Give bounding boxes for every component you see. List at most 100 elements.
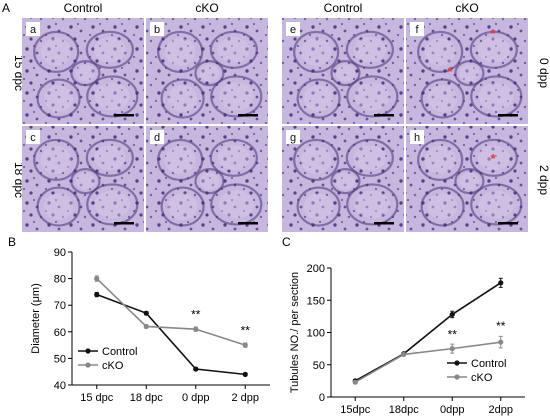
tubule-outline: [85, 30, 134, 69]
micrograph-b: b: [146, 18, 268, 124]
data-point: [401, 351, 407, 358]
tubule-lumen: [300, 145, 332, 174]
tubule-outline: [86, 75, 139, 118]
series-line-Control: [96, 293, 246, 376]
tubule-outline: [346, 183, 399, 226]
tubule-lumen: [303, 193, 334, 220]
tubule-outline: [420, 186, 465, 227]
tubule-outline: [346, 75, 399, 118]
letter-box: [26, 130, 40, 144]
tile-letter: d: [154, 132, 160, 144]
data-point: [94, 276, 100, 282]
tubule-outline: [454, 60, 485, 87]
tubule-outline: [330, 60, 361, 87]
panel-a-letter: A: [2, 1, 10, 15]
tile-letter: h: [414, 132, 420, 144]
tubule-outline: [454, 168, 485, 195]
y-tick-label: 100: [307, 328, 325, 340]
letter-box: [150, 130, 164, 144]
tubule-outline: [157, 138, 204, 182]
legend-marker: [454, 374, 460, 380]
data-point: [94, 291, 100, 298]
letter-box: [286, 130, 300, 144]
tubule-lumen: [40, 37, 72, 66]
tubule-lumen: [335, 64, 356, 82]
tubule-outline: [417, 138, 464, 182]
tubule-lumen: [424, 37, 456, 66]
legend-marker: [454, 360, 460, 366]
y-tick-label: 90: [54, 247, 66, 259]
tile-letter: a: [30, 24, 37, 36]
tubule-outline: [209, 138, 258, 177]
micrograph-d: d: [146, 126, 268, 232]
micrograph-h: h*: [406, 126, 528, 232]
tubule-lumen: [427, 85, 458, 112]
col-header-4: cKO: [455, 1, 478, 15]
tile-letter: b: [154, 24, 160, 36]
tubule-lumen: [335, 172, 356, 190]
y-tick-label: 60: [54, 327, 66, 339]
tubule-outline: [194, 60, 225, 87]
x-tick-label: 18dpc: [389, 404, 419, 416]
tubule-lumen: [75, 172, 96, 190]
tubule-outline: [160, 186, 205, 227]
panel-b-letter: B: [8, 235, 16, 249]
legend-label: cKO: [471, 372, 493, 384]
series-line-cKO: [354, 341, 501, 383]
tubule-lumen: [353, 37, 386, 63]
y-tick-label: 70: [54, 300, 66, 312]
tubule-outline: [194, 168, 225, 195]
tubule-lumen: [167, 85, 198, 112]
tubule-lumen: [164, 145, 196, 174]
micrograph-g: g: [282, 126, 404, 232]
tubule-lumen: [459, 172, 480, 190]
tubule-lumen: [199, 172, 220, 190]
letter-box: [150, 22, 164, 36]
tubule-lumen: [199, 64, 220, 82]
micrograph-grid: a b e f **c d g h*: [22, 18, 528, 232]
y-axis-label: Diameter (μm): [30, 283, 42, 354]
tubule-lumen: [354, 82, 390, 111]
tubule-outline: [85, 138, 134, 177]
data-point: [242, 342, 248, 348]
x-tick-label: 15 dpc: [80, 392, 114, 404]
tubule-lumen: [43, 193, 74, 220]
scale-bar: [498, 222, 518, 225]
tubule-outline: [36, 78, 81, 119]
tubule-outline: [210, 183, 263, 226]
tubule-lumen: [75, 64, 96, 82]
tubule-outline: [33, 138, 80, 182]
tubule-outline: [420, 78, 465, 119]
data-point: [449, 311, 455, 318]
tile-letter: e: [290, 24, 296, 36]
col-headers: Control cKO Control cKO: [64, 1, 479, 15]
tubule-outline: [469, 138, 518, 177]
tubule-outline: [470, 183, 523, 226]
significance-label: **: [241, 323, 251, 337]
scale-bar: [498, 114, 518, 117]
tubule-outline: [470, 75, 523, 118]
tubule-outline: [469, 30, 518, 69]
red-star: *: [447, 64, 453, 79]
series-line-Control: [354, 282, 502, 382]
x-tick-label: 0 dpp: [182, 392, 210, 404]
tubule-outline: [210, 75, 263, 118]
x-tick-label: 0dpp: [440, 404, 464, 416]
data-point: [449, 346, 455, 352]
legend-marker: [85, 348, 91, 354]
y-tick-label: 50: [313, 360, 325, 372]
y-tick-label: 0: [319, 392, 325, 404]
tubule-lumen: [477, 37, 510, 63]
legend: Control cKO: [78, 346, 137, 372]
tubule-lumen: [164, 37, 196, 66]
data-point: [498, 339, 504, 345]
y-tick-label: 50: [54, 353, 66, 365]
tubule-lumen: [167, 193, 198, 220]
y-tick-label: 200: [307, 263, 325, 275]
data-point: [498, 280, 504, 286]
red-star: *: [490, 151, 496, 166]
x-tick-label: 18 dpc: [130, 392, 164, 404]
tubule-outline: [86, 183, 139, 226]
tubule-lumen: [218, 82, 254, 111]
tubule-outline: [345, 138, 394, 177]
